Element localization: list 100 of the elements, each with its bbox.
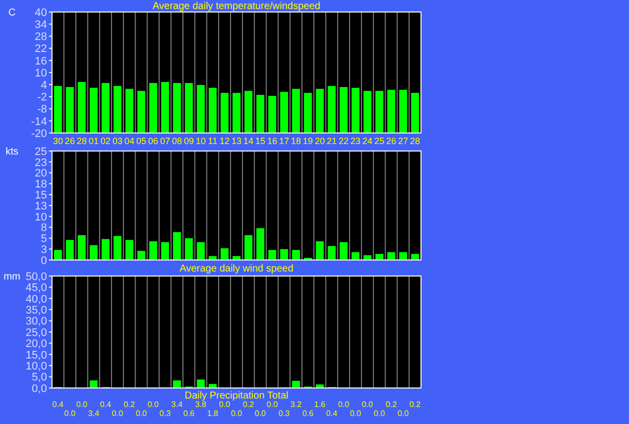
- x-tick-label: 20: [314, 136, 325, 146]
- y-tick-label: 15,0: [26, 349, 47, 362]
- x-tick-label: 22: [338, 136, 349, 146]
- data-label: 0.0: [362, 400, 374, 409]
- x-tick-label: 04: [124, 136, 134, 146]
- chart-title: Average daily temperature/windspeed: [152, 1, 320, 12]
- x-tick-label: 18: [291, 136, 302, 146]
- y-tick-label: 5: [40, 233, 47, 246]
- y-tick-label: 0: [40, 254, 47, 267]
- y-tick-label: 22: [34, 43, 47, 56]
- x-tick-label: 08: [172, 136, 182, 146]
- data-label: 3.4: [171, 400, 184, 409]
- y-tick-label: 16: [34, 55, 47, 68]
- x-tick-label: 14: [243, 136, 254, 146]
- data-label: 0.4: [100, 400, 112, 409]
- data-label: 0.6: [183, 409, 195, 418]
- data-label: 0.0: [266, 400, 278, 409]
- data-label: 1.6: [314, 400, 326, 409]
- x-tick-label: 28: [410, 136, 420, 146]
- x-tick-label: 05: [136, 136, 146, 146]
- data-label: 3.4: [88, 409, 100, 418]
- y-tick-label: 5,0: [32, 372, 47, 384]
- y-tick-label: -20: [31, 128, 47, 140]
- x-tick-label: 03: [112, 136, 122, 146]
- data-label: 0.2: [124, 400, 136, 409]
- data-label: 0.0: [64, 409, 76, 418]
- data-label: 0.0: [76, 400, 88, 409]
- x-tick-label: 13: [231, 136, 242, 146]
- y-tick-label: 10: [34, 67, 47, 80]
- x-tick-label: 26: [64, 136, 75, 146]
- y-tick-label: -2: [37, 92, 47, 104]
- data-label: 0.0: [398, 409, 410, 418]
- x-tick-label: 10: [196, 136, 206, 146]
- y-tick-label: 10: [34, 211, 47, 224]
- data-label: 0.0: [254, 409, 266, 418]
- y-tick-label: 34: [34, 18, 47, 31]
- data-label: 0.0: [112, 409, 124, 418]
- data-label: 0.3: [278, 409, 290, 418]
- x-tick-label: 16: [267, 136, 278, 146]
- x-tick-label: 11: [208, 136, 218, 146]
- y-axis-title: mm: [4, 272, 20, 282]
- y-tick-label: 25: [34, 146, 47, 158]
- y-tick-label: 45,0: [26, 282, 47, 294]
- data-label: 0.0: [350, 409, 362, 418]
- data-label: 3.2: [290, 400, 302, 409]
- data-label: 0.0: [219, 400, 231, 409]
- data-label: 0.4: [52, 400, 64, 409]
- data-label: 0.2: [242, 400, 255, 409]
- y-tick-label: 25,0: [26, 326, 47, 339]
- y-tick-label: 4: [40, 79, 47, 92]
- x-tick-label: 26: [386, 136, 396, 146]
- y-tick-label: 28: [34, 31, 47, 44]
- x-tick-label: 06: [148, 136, 158, 146]
- data-label: 0.0: [374, 409, 386, 418]
- x-tick-label: 09: [184, 136, 194, 146]
- x-tick-label: 07: [160, 136, 170, 146]
- data-label: 0.0: [338, 400, 350, 409]
- x-tick-label: 19: [302, 136, 313, 146]
- text: Daily Precipitation Total: [184, 390, 288, 402]
- y-tick-label: 8: [40, 222, 47, 234]
- y-tick-label: 0,0: [32, 382, 47, 395]
- x-tick-label: 25: [374, 136, 384, 146]
- y-tick-label: 10,0: [26, 360, 47, 372]
- data-label: 0.0: [148, 400, 160, 409]
- y-tick-label: -14: [31, 116, 47, 128]
- y-tick-label: 20,0: [26, 338, 47, 350]
- x-tick-label: 23: [350, 136, 361, 146]
- x-tick-label: 30: [52, 136, 63, 146]
- x-tick-label: 27: [398, 136, 408, 146]
- x-tick-label: 02: [100, 136, 111, 146]
- y-tick-label: 30,0: [26, 316, 47, 328]
- y-tick-label: 13: [34, 200, 47, 212]
- y-tick-label: -8: [37, 104, 47, 116]
- x-tick-label: 12: [220, 136, 230, 146]
- y-tick-label: 50,0: [26, 270, 47, 283]
- x-tick-label: 17: [279, 136, 290, 146]
- x-tick-label: 21: [326, 136, 337, 146]
- y-tick-label: 35,0: [26, 304, 47, 316]
- x-tick-label: 15: [255, 136, 266, 146]
- data-label: 0.2: [386, 400, 398, 409]
- data-label: 0.2: [409, 400, 422, 409]
- y-axis-title: kts: [6, 146, 18, 158]
- x-tick-label: 28: [76, 136, 87, 146]
- data-label: 0.0: [136, 409, 148, 418]
- text: Average daily wind speed: [180, 264, 294, 274]
- data-label: 0.0: [230, 409, 243, 418]
- y-tick-label: 18: [34, 178, 47, 191]
- data-label: 1.8: [207, 409, 219, 418]
- y-tick-label: 40: [34, 6, 47, 19]
- x-tick-label: 24: [362, 136, 372, 146]
- y-tick-label: 40,0: [26, 293, 47, 306]
- y-tick-label: 15: [34, 189, 47, 202]
- x-tick-label: 01: [88, 136, 99, 146]
- y-tick-label: 23: [34, 156, 47, 169]
- data-label: 3.8: [195, 400, 207, 409]
- y-tick-label: 20: [34, 168, 47, 180]
- data-label: 0.4: [326, 409, 338, 418]
- y-tick-label: 3: [40, 244, 47, 256]
- data-label: 0.3: [160, 409, 172, 418]
- data-label: 0.6: [302, 409, 314, 418]
